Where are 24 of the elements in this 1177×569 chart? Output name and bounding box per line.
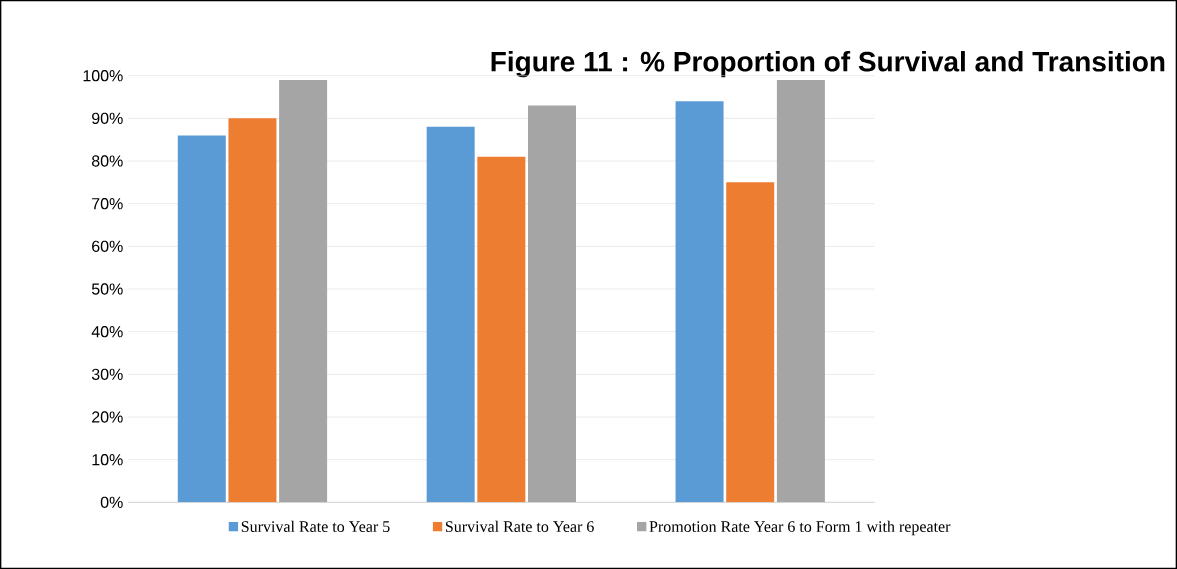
y-tick-label: 100%: [83, 70, 123, 82]
chart-title: Figure 11 : % Proportion of Survival and Transition: [491, 51, 1165, 78]
y-tick-label: 30%: [91, 368, 123, 380]
bar: [528, 105, 577, 503]
legend-label: Survival Rate to Year 6: [445, 520, 594, 532]
y-tick-label: 90%: [92, 112, 123, 124]
bar: [177, 135, 226, 503]
bar: [776, 79, 825, 503]
y-tick-label: 60%: [92, 240, 123, 252]
bar: [477, 156, 526, 503]
bar: [726, 182, 775, 503]
bar: [675, 101, 724, 503]
y-tick-label: 70%: [92, 198, 123, 210]
legend-label: Survival Rate to Year 5: [241, 520, 390, 532]
bar: [228, 118, 277, 503]
y-tick-label: 40%: [91, 326, 123, 338]
y-tick-label: 50%: [91, 283, 123, 295]
y-tick-label: 20%: [92, 411, 123, 423]
y-tick-label: 80%: [91, 155, 123, 167]
y-tick-label: 0%: [100, 496, 123, 508]
bar: [279, 79, 328, 503]
bar: [426, 126, 475, 503]
y-tick-label: 10%: [92, 454, 123, 466]
legend-label: Promotion Rate Year 6 to Form 1 with repeater: [649, 520, 951, 536]
